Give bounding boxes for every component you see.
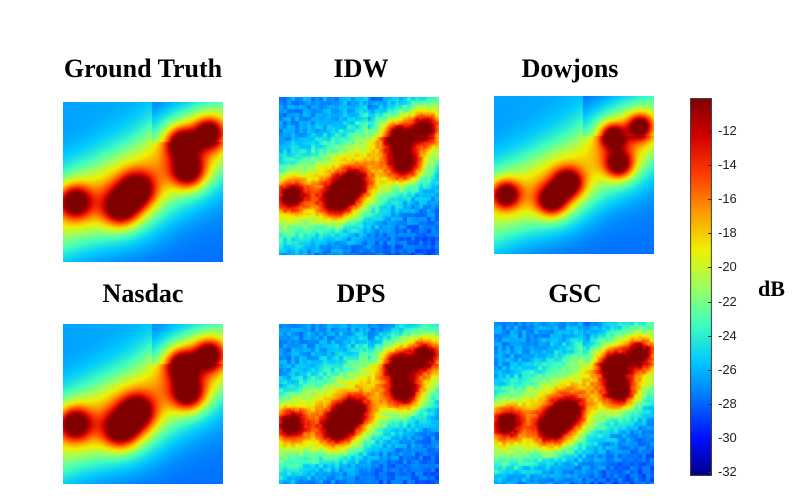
colorbar-tick-label: -24 [718, 327, 737, 343]
colorbar-tick [708, 437, 712, 439]
colorbar-tick [708, 301, 712, 303]
panel-title-dps: DPS [336, 279, 386, 308]
colorbar-tick-label: -16 [718, 191, 737, 207]
panel-title-idw: IDW [333, 54, 389, 83]
colorbar-tick [708, 403, 712, 405]
colorbar-tick-label: -32 [718, 464, 737, 479]
colorbar-tick [708, 131, 712, 132]
colorbar-tick-label: -14 [718, 157, 737, 173]
colorbar-tick-label: -18 [718, 225, 737, 241]
colorbar-tick [708, 165, 712, 167]
colorbar-tick [708, 369, 712, 371]
colorbar-tick-label: -12 [718, 123, 737, 138]
heatmap-ground-truth [63, 102, 223, 262]
colorbar-tick [708, 267, 712, 269]
colorbar [690, 98, 712, 476]
colorbar-tick-label: -28 [718, 395, 737, 411]
panel-title-nasdac: Nasdac [102, 279, 184, 308]
panel-title-gsc: GSC [548, 279, 602, 308]
colorbar-tick-label: -20 [718, 259, 737, 275]
colorbar-tick-label: -22 [718, 293, 737, 309]
colorbar-tick [708, 233, 712, 235]
heatmap-nasdac [63, 324, 223, 484]
heatmap-dowjons [494, 96, 654, 254]
heatmap-idw [279, 97, 439, 255]
colorbar-tick-label: -26 [718, 361, 737, 377]
heatmap-gsc [494, 322, 654, 484]
panel-title-dowjons: Dowjons [521, 54, 619, 83]
panel-title-ground-truth: Ground Truth [63, 54, 223, 83]
colorbar-unit-label: dB [758, 276, 785, 301]
colorbar-tick [708, 335, 712, 337]
colorbar-tick [708, 199, 712, 201]
colorbar-tick [708, 472, 712, 473]
colorbar-tick-label: -30 [718, 429, 737, 445]
heatmap-dps [279, 324, 439, 484]
